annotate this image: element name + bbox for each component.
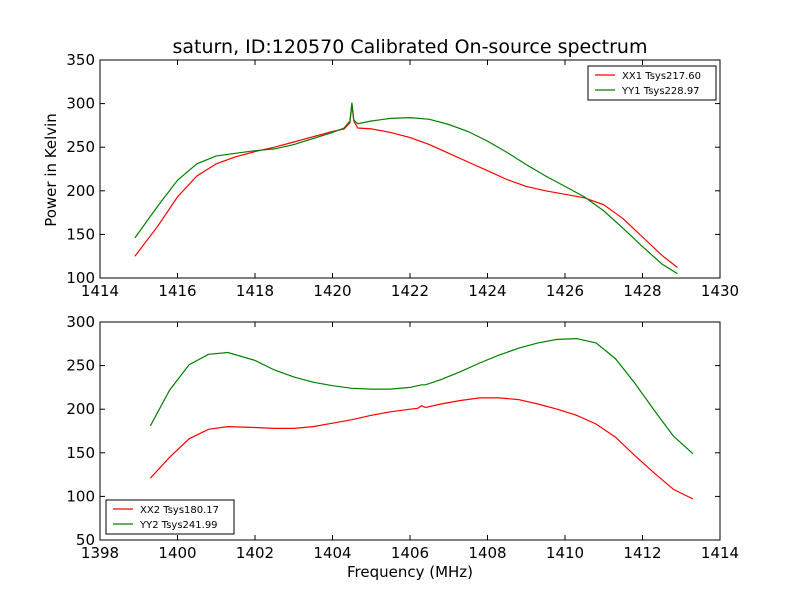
y-tick-label: 100 <box>66 487 95 505</box>
x-tick-label: 1398 <box>81 544 119 562</box>
x-tick-label: 1402 <box>236 544 274 562</box>
y-tick-label: 300 <box>66 95 95 113</box>
y-tick-label: 200 <box>66 182 95 200</box>
x-tick-label: 1418 <box>236 282 274 300</box>
y-tick-label: 300 <box>66 313 95 331</box>
legend-label: YY1 Tsys228.97 <box>621 86 700 97</box>
y-tick-label: 150 <box>66 444 95 462</box>
x-tick-label: 1420 <box>313 282 351 300</box>
top-plot: 1414 1416 1418 1420 1422 1424 1426 1428 1430 100 1… <box>66 51 739 300</box>
x-tick-label: 1404 <box>313 544 351 562</box>
legend-label: XX2 Tsys180.17 <box>140 505 219 516</box>
y-tick-label: 100 <box>66 269 95 287</box>
x-tick-label: 1408 <box>468 544 506 562</box>
x-tick-label: 1416 <box>158 282 196 300</box>
bottom-plot: 1398 1400 1402 1404 1406 1408 1410 1412 1414 50 10… <box>66 313 739 562</box>
legend: XX1 Tsys217.60 YY1 Tsys228.97 <box>587 65 717 101</box>
x-tick-label: 1424 <box>468 282 506 300</box>
y-tick-label: 250 <box>66 138 95 156</box>
y-tick-label: 250 <box>66 357 95 375</box>
y-tick-label: 350 <box>66 51 95 69</box>
legend-label: XX1 Tsys217.60 <box>622 71 701 82</box>
x-tick-label: 1414 <box>701 544 739 562</box>
y-tick-label: 50 <box>76 531 95 549</box>
x-tick-label: 1410 <box>546 544 584 562</box>
x-axis-label: Frequency (MHz) <box>347 563 473 581</box>
x-tick-label: 1406 <box>391 544 429 562</box>
series-line-2 <box>134 102 678 275</box>
x-tick-label: 1428 <box>623 282 661 300</box>
y-axis-label: Power in Kelvin <box>42 113 60 227</box>
x-tick-label: 1414 <box>81 282 119 300</box>
x-tick-label: 1412 <box>623 544 661 562</box>
legend: XX2 Tsys180.17 YY2 Tsys241.99 <box>105 499 235 535</box>
series-line-1 <box>149 397 694 500</box>
x-tick-label: 1400 <box>158 544 196 562</box>
x-tick-label: 1430 <box>701 282 739 300</box>
x-tick-label: 1426 <box>546 282 584 300</box>
series-line-1 <box>134 104 678 268</box>
legend-label: YY2 Tsys241.99 <box>139 520 218 531</box>
x-tick-label: 1422 <box>391 282 429 300</box>
chart-title: saturn, ID:120570 Calibrated On-source s… <box>173 36 648 58</box>
y-tick-label: 150 <box>66 225 95 243</box>
series-line-2 <box>149 337 694 455</box>
y-tick-label: 200 <box>66 400 95 418</box>
